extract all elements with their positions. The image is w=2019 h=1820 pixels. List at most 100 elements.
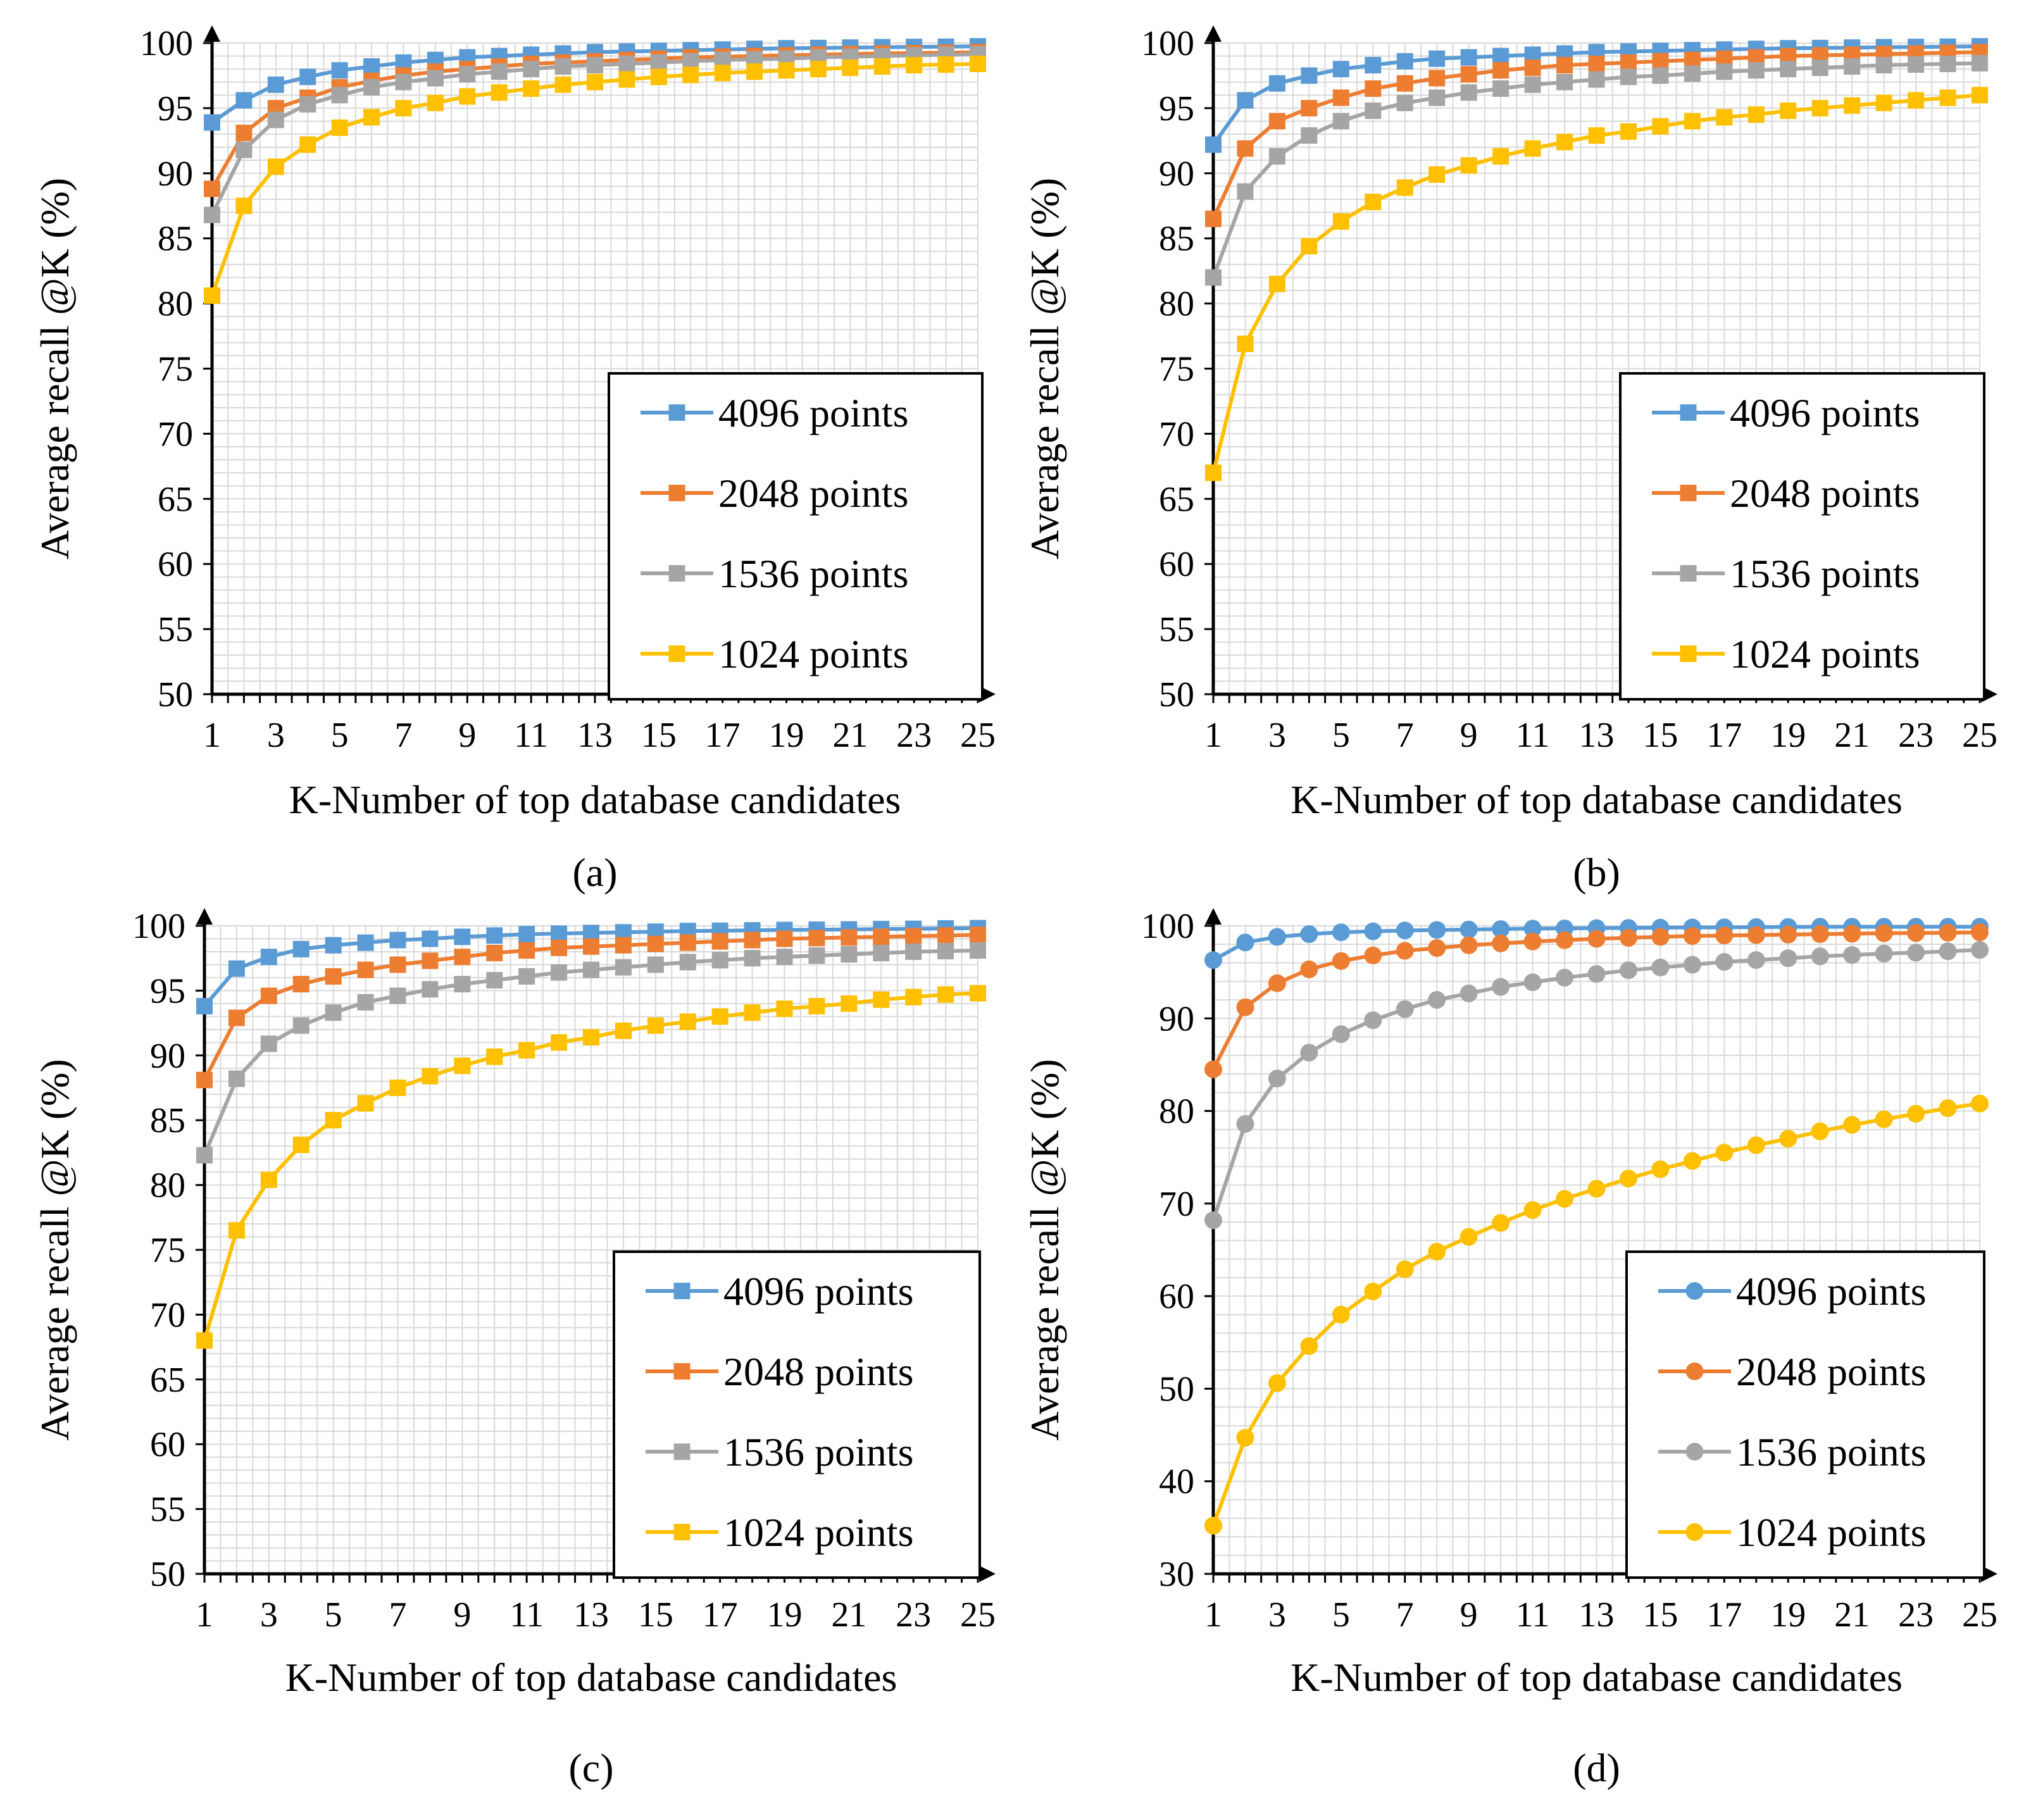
data-point: [744, 932, 761, 949]
data-point: [1811, 925, 1829, 944]
data-point: [1428, 921, 1446, 939]
data-point: [395, 73, 412, 90]
data-point: [357, 994, 374, 1011]
data-point: [518, 1042, 535, 1059]
data-point: [842, 59, 859, 77]
data-point: [776, 1000, 793, 1018]
data-point: [422, 952, 439, 969]
data-point: [427, 70, 444, 87]
data-point: [1332, 1025, 1350, 1044]
data-point: [267, 76, 284, 93]
y-tick-label: 50: [1159, 1369, 1194, 1409]
data-point: [299, 68, 316, 85]
data-point: [357, 961, 374, 978]
data-point: [459, 66, 476, 83]
legend-swatch-marker: [668, 404, 685, 421]
data-point: [1875, 944, 1893, 963]
legend-label: 1536 points: [718, 551, 908, 596]
data-point: [228, 1009, 245, 1026]
legend-swatch-marker: [668, 565, 685, 582]
x-tick-label: 9: [1460, 1595, 1478, 1635]
data-point: [1524, 59, 1541, 77]
y-tick-label: 85: [158, 220, 193, 259]
data-point: [1652, 67, 1669, 84]
data-point: [486, 927, 503, 944]
x-tick-label: 23: [896, 1595, 931, 1635]
data-point: [1556, 134, 1573, 151]
x-tick-label: 5: [1332, 1595, 1350, 1635]
x-tick-label: 9: [453, 1595, 471, 1635]
data-point: [363, 78, 380, 96]
data-point: [1811, 99, 1828, 116]
data-point: [1237, 140, 1254, 157]
legend-label: 4096 points: [1736, 1269, 1926, 1314]
data-point: [1396, 921, 1414, 940]
y-tick-label: 65: [1159, 480, 1194, 519]
data-point: [1588, 127, 1605, 144]
data-point: [873, 945, 890, 962]
data-point: [1492, 47, 1510, 65]
x-tick-label: 3: [1268, 1595, 1286, 1635]
x-tick-label: 13: [573, 1595, 609, 1635]
x-axis-title: K-Number of top database candidates: [1291, 1655, 1903, 1700]
data-point: [235, 197, 253, 215]
data-point: [1428, 70, 1446, 87]
data-point: [1332, 923, 1350, 942]
series-1536: [1205, 54, 1988, 286]
data-point: [1523, 919, 1542, 938]
x-tick-label: 1: [1204, 716, 1222, 755]
data-point: [267, 158, 284, 175]
data-point: [1237, 183, 1254, 200]
data-point: [808, 930, 825, 947]
data-point: [679, 934, 696, 951]
data-point: [1587, 965, 1606, 983]
data-point: [776, 930, 793, 947]
data-point: [204, 114, 220, 131]
data-point: [422, 1068, 439, 1085]
y-tick-label: 55: [1159, 610, 1194, 649]
data-point: [746, 63, 763, 80]
legend-label: 1024 points: [718, 632, 908, 676]
data-point: [228, 960, 245, 977]
data-point: [459, 88, 476, 105]
data-point: [1364, 946, 1382, 964]
data-point: [647, 1017, 664, 1034]
legend-swatch-marker: [1680, 645, 1697, 662]
data-point: [1300, 960, 1318, 978]
data-point: [204, 287, 220, 304]
data-point: [235, 141, 253, 158]
x-tick-label: 11: [514, 716, 548, 755]
x-tick-label: 17: [705, 716, 741, 755]
legend-label: 1536 points: [1736, 1430, 1926, 1474]
data-point: [970, 55, 986, 72]
x-tick-label: 15: [638, 1595, 673, 1635]
x-tick-label: 15: [1642, 1595, 1678, 1635]
legend-swatch-marker: [1685, 1523, 1704, 1541]
data-point: [325, 1004, 342, 1021]
data-point: [873, 991, 890, 1008]
data-point: [1396, 942, 1414, 960]
x-axis-title: K-Number of top database candidates: [1291, 777, 1903, 822]
data-point: [196, 1071, 213, 1088]
data-point: [389, 956, 406, 973]
data-point: [1780, 61, 1797, 78]
y-axis-arrow: [1205, 908, 1222, 925]
x-tick-label: 11: [1516, 1595, 1550, 1635]
x-tick-label: 5: [325, 1595, 342, 1635]
series-1024: [1204, 1094, 1989, 1535]
legend-swatch-marker: [673, 1363, 691, 1380]
series-1536: [196, 942, 986, 1164]
data-point: [1300, 1337, 1318, 1356]
y-tick-label: 100: [1141, 24, 1194, 63]
data-point: [1972, 87, 1988, 104]
data-point: [204, 180, 220, 197]
x-tick-label: 15: [641, 716, 677, 755]
y-tick-label: 60: [1159, 1277, 1194, 1316]
data-point: [1715, 926, 1734, 945]
data-point: [711, 1008, 728, 1025]
data-point: [679, 954, 696, 971]
x-tick-label: 3: [267, 716, 285, 755]
data-point: [937, 942, 954, 959]
data-point: [1428, 50, 1446, 67]
y-tick-label: 65: [158, 480, 193, 519]
